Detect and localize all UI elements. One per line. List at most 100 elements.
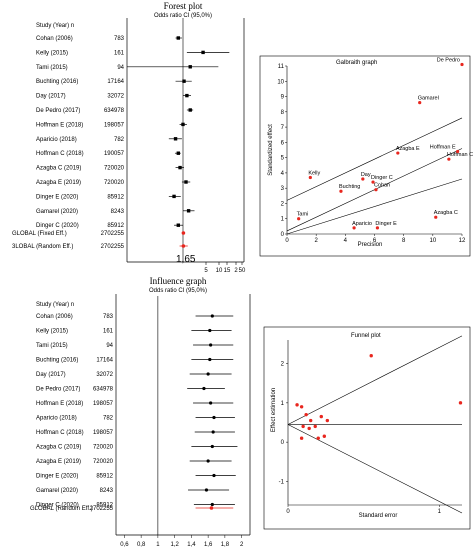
forest-row-n: 720020 bbox=[104, 180, 125, 186]
influence-global-point bbox=[209, 506, 214, 510]
forest-row-label: Gamarel (2020) bbox=[36, 209, 78, 215]
forest-row-n: 32072 bbox=[107, 94, 124, 100]
galbraith-point bbox=[352, 226, 356, 230]
forest-row-label: Azagba C (2019) bbox=[36, 166, 81, 172]
funnel-point bbox=[458, 401, 463, 405]
influence-row-n: 198057 bbox=[93, 430, 114, 436]
funnel-point bbox=[322, 434, 327, 438]
forest-row-n: 190057 bbox=[104, 151, 125, 157]
funnel-y-tick-label: -1 bbox=[279, 479, 285, 485]
funnel-frame bbox=[263, 326, 471, 530]
galbraith-y-tick-label: 10 bbox=[277, 79, 284, 85]
galbraith-point-label: Cohan bbox=[374, 183, 390, 189]
influence-row-n: 720020 bbox=[93, 459, 114, 465]
influence-row-n: 85912 bbox=[96, 474, 113, 480]
influence-row-n: 782 bbox=[103, 416, 114, 422]
forest-row-n: 85912 bbox=[107, 223, 124, 229]
galbraith-y-tick-label: 11 bbox=[278, 64, 285, 70]
forest-row-n: 720020 bbox=[104, 166, 125, 172]
forest-global-point bbox=[181, 244, 186, 248]
forest-rows: Cohan (2006) 783 Kelly (2015) 161 Tami (2015… bbox=[12, 36, 230, 250]
forest-row-label: Dinger C (2020) bbox=[36, 223, 79, 229]
influence-row-n: 783 bbox=[103, 314, 114, 320]
forest-tick-label: 10 bbox=[216, 268, 223, 274]
influence-row-n: 94 bbox=[106, 343, 113, 349]
funnel-xlabel: Standard error bbox=[359, 513, 398, 519]
forest-global-label: GLOBAL (Fixed Eff.) bbox=[12, 231, 67, 237]
forest-point bbox=[172, 194, 176, 199]
influence-point bbox=[210, 444, 214, 449]
forest-point bbox=[181, 122, 185, 127]
forest-header: Study (Year) n bbox=[36, 23, 74, 29]
forest-row-label: Buchting (2016) bbox=[36, 79, 78, 85]
galbraith-y-tick-label: 7 bbox=[281, 125, 285, 131]
forest-tick-label: 15 bbox=[224, 268, 231, 274]
influence-point bbox=[204, 488, 209, 492]
influence-tick-label: 2 bbox=[240, 542, 244, 548]
galbraith-point bbox=[371, 180, 375, 184]
galbraith-point-label: Gamarel bbox=[418, 96, 439, 102]
forest-title: Forest plot bbox=[164, 1, 203, 11]
forest-row-n: 198057 bbox=[104, 122, 125, 128]
galbraith-y-tick-label: 3 bbox=[281, 186, 285, 192]
forest-row-label: Hoffman C (2018) bbox=[36, 151, 84, 157]
influence-row-label: Azagba E (2019) bbox=[36, 459, 81, 465]
galbraith-point-label: Azagba C bbox=[434, 210, 458, 216]
galbraith-y-tick-label: 2 bbox=[281, 201, 285, 207]
funnel-ylabel: Effect estimation bbox=[271, 388, 277, 432]
influence-point bbox=[208, 328, 212, 333]
forest-subtitle: Odds ratio CI (95,0%) bbox=[154, 13, 212, 19]
galbraith-point bbox=[456, 149, 460, 154]
influence-point bbox=[209, 401, 213, 405]
galbraith-y-tick-label: 1 bbox=[281, 217, 285, 223]
forest-global-n: 2702255 bbox=[101, 244, 125, 250]
galbraith-point-label: Tami bbox=[297, 212, 309, 218]
forest-row-label: Kelly (2015) bbox=[36, 50, 68, 56]
funnel-point bbox=[299, 405, 304, 409]
influence-point bbox=[210, 502, 214, 507]
influence-subtitle: Odds ratio CI (95,0%) bbox=[149, 288, 207, 294]
galbraith-point-label: Kelly bbox=[308, 170, 320, 176]
forest-tick-label: 2 bbox=[234, 268, 238, 274]
forest-reference-label: 1,65 bbox=[176, 254, 196, 265]
galbraith-point bbox=[339, 189, 343, 193]
forest-row-label: Cohan (2006) bbox=[36, 36, 73, 42]
funnel-point bbox=[316, 436, 320, 440]
funnel-point bbox=[301, 424, 305, 429]
galbraith-point-label: Azagba E bbox=[396, 146, 420, 152]
galbraith-point bbox=[308, 175, 312, 180]
influence-point bbox=[210, 314, 214, 318]
forest-tick-label: 50 bbox=[239, 268, 246, 274]
galbraith-title: Galbraith graph bbox=[336, 60, 377, 66]
influence-row-label: Dinger C (2020) bbox=[36, 503, 79, 509]
forest-row-label: De Pedro (2017) bbox=[36, 108, 80, 114]
influence-global-label: GLOBAL (Random Eff.) bbox=[30, 506, 93, 512]
funnel-plot: Funnel plot Standard error Effect estima… bbox=[263, 326, 471, 530]
galbraith-point bbox=[361, 177, 365, 181]
galbraith-frame bbox=[259, 55, 471, 257]
influence-global-n: 2702255 bbox=[90, 506, 114, 512]
funnel-point bbox=[295, 403, 299, 407]
influence-row-n: 8243 bbox=[100, 488, 114, 494]
galbraith-point-label: Hoffman E bbox=[430, 145, 456, 151]
influence-row-label: Hoffman E (2018) bbox=[36, 401, 83, 407]
forest-point bbox=[178, 165, 182, 170]
influence-graph: Influence graph Odds ratio CI (95,0%) St… bbox=[30, 276, 251, 548]
influence-tick-label: 1,4 bbox=[187, 542, 196, 548]
forest-row-n: 634978 bbox=[104, 108, 125, 114]
funnel-point bbox=[304, 412, 308, 417]
influence-tick-label: 0,6 bbox=[120, 542, 129, 548]
funnel-content: 2 1 0 -1 0 1 bbox=[279, 335, 463, 515]
funnel-x-tick-label: 0 bbox=[286, 509, 290, 515]
galbraith-y-tick-label: 9 bbox=[281, 95, 285, 101]
forest-point bbox=[188, 65, 192, 69]
forest-row-label: Hoffman E (2018) bbox=[36, 122, 83, 128]
funnel-title: Funnel plot bbox=[351, 333, 381, 339]
funnel-point bbox=[299, 436, 304, 440]
funnel-x-tick-label: 1 bbox=[438, 509, 442, 515]
forest-row-label: Aparicio (2018) bbox=[36, 137, 77, 143]
influence-row-label: Dinger E (2020) bbox=[36, 474, 78, 480]
forest-row-label: Azagba E (2019) bbox=[36, 180, 81, 186]
galbraith-point-label: Dinger E bbox=[375, 221, 397, 227]
galbraith-point-label: Day bbox=[361, 172, 371, 178]
